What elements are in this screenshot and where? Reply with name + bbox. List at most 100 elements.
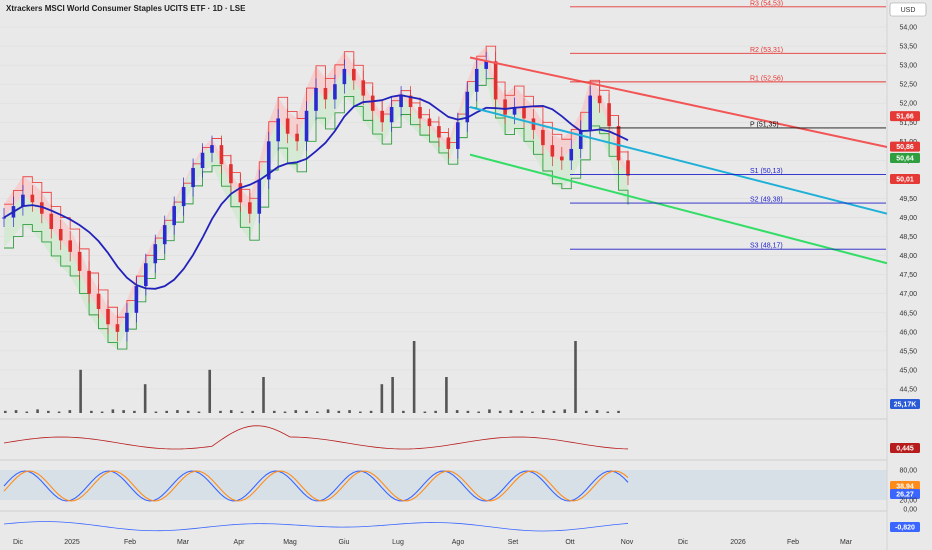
price-candle-body <box>399 95 403 108</box>
volume-bar <box>541 410 545 413</box>
price-candle-body <box>446 137 451 149</box>
indicator-badge-label: 26,27 <box>896 492 914 499</box>
moving-average-line <box>3 94 629 290</box>
time-tick-label: 2026 <box>730 539 746 546</box>
time-tick-label: Ago <box>452 539 465 546</box>
volume-bar <box>251 410 255 413</box>
volume-bar <box>423 411 427 413</box>
price-candle-body <box>266 141 271 180</box>
volume-bar <box>617 410 620 413</box>
price-candle-body <box>30 194 35 203</box>
price-candle-body <box>408 95 413 108</box>
pivot-layer: R3 (54,53) R2 (53,31) R1 (52,56) P (51,35) S… <box>570 0 886 250</box>
stoch-line-blue <box>3 470 629 502</box>
pivot-level-label: R2 (53,31) <box>750 47 783 54</box>
price-candle-body <box>380 110 384 123</box>
price-candle-body <box>484 61 488 69</box>
volume-bar <box>229 410 233 413</box>
volume-bar <box>272 410 276 413</box>
price-candle-body <box>361 80 366 96</box>
volume-bar <box>348 410 351 413</box>
price-candle-body <box>541 129 545 146</box>
time-tick-label: Nov <box>621 539 634 546</box>
volume-bar <box>4 410 7 413</box>
volume-bar <box>466 410 470 413</box>
indicator-badge <box>890 481 920 491</box>
volume-bar <box>337 410 341 413</box>
volume-bar <box>574 341 577 413</box>
price-candle-body <box>550 145 555 157</box>
price-tick-label: 53,50 <box>899 44 917 51</box>
price-candle-body <box>333 84 337 100</box>
price-candle-body <box>96 293 101 309</box>
volume-bar <box>219 410 222 413</box>
price-tick-label: 52,50 <box>899 82 917 89</box>
grid-layer <box>0 26 887 390</box>
price-candle-body <box>87 270 91 294</box>
price-candle-body <box>597 95 602 104</box>
volume-bar <box>359 411 362 413</box>
price-tick-label: 47,50 <box>899 272 917 279</box>
volume-bar <box>316 411 319 413</box>
price-candle-body <box>607 103 611 127</box>
pivot-level-label: S3 (48,17) <box>750 243 783 250</box>
price-tick-label: 47,00 <box>899 291 917 298</box>
volume-bar <box>402 410 405 413</box>
time-tick-label: Feb <box>787 539 799 546</box>
axis-layer: 54,0053,5053,0052,5052,0051,5051,0050,50… <box>13 25 920 546</box>
price-candle-body <box>323 87 328 100</box>
volume-bar <box>14 410 18 413</box>
price-candle-body <box>578 129 583 149</box>
price-candle-body <box>295 133 299 142</box>
currency-label[interactable]: USD <box>901 7 916 14</box>
time-tick-label: Set <box>508 539 519 546</box>
chart-title: Xtrackers MSCI World Consumer Staples UC… <box>6 4 246 13</box>
indicator-red-line <box>3 425 629 450</box>
price-tick-label: 49,50 <box>899 196 917 203</box>
indicator-badge <box>890 443 920 453</box>
price-candle-body <box>503 99 507 115</box>
price-candle-body <box>210 145 214 153</box>
volume-bar <box>369 410 373 413</box>
price-candle-body <box>115 324 120 332</box>
price-candle-body <box>304 110 309 142</box>
price-candle-body <box>257 179 262 214</box>
pivot-level-label: R3 (54,53) <box>750 0 783 7</box>
price-badge <box>890 174 920 185</box>
volume-bar <box>283 411 287 413</box>
volume-bar <box>68 410 72 413</box>
price-candle-body <box>342 68 347 85</box>
price-tick-label: 51,50 <box>899 120 917 127</box>
price-candle-body <box>560 156 564 161</box>
currency-box[interactable] <box>889 2 927 17</box>
price-tick-label: 48,50 <box>899 234 917 241</box>
volume-badge <box>890 399 920 409</box>
price-candle-body <box>200 152 205 168</box>
price-candle-body <box>418 107 422 119</box>
price-candle-body <box>191 167 195 188</box>
volume-bar <box>111 409 115 413</box>
time-tick-label: Giu <box>339 539 350 546</box>
volume-bar <box>165 410 168 413</box>
volume-bar <box>262 377 265 413</box>
stoch-tick-label: 20,00 <box>899 498 917 505</box>
price-tick-label: 46,50 <box>899 310 917 317</box>
volume-bar <box>176 410 179 413</box>
volume-bar <box>412 341 416 413</box>
volume-bar <box>240 411 244 413</box>
price-candle-body <box>285 118 290 134</box>
volume-bar <box>445 377 448 413</box>
stoch-line-orange <box>3 470 629 502</box>
volume-bar <box>488 409 491 413</box>
time-tick-label: Dic <box>13 539 24 546</box>
trend-layer <box>469 56 888 265</box>
time-tick-label: Feb <box>124 539 136 546</box>
time-tick-label: Mag <box>283 539 297 546</box>
stoch-tick-label: 0,00 <box>903 507 917 514</box>
price-tick-label: 49,00 <box>899 215 917 222</box>
price-tick-label: 54,00 <box>899 25 917 32</box>
volume-bar <box>36 409 39 413</box>
price-candle-body <box>219 145 224 165</box>
